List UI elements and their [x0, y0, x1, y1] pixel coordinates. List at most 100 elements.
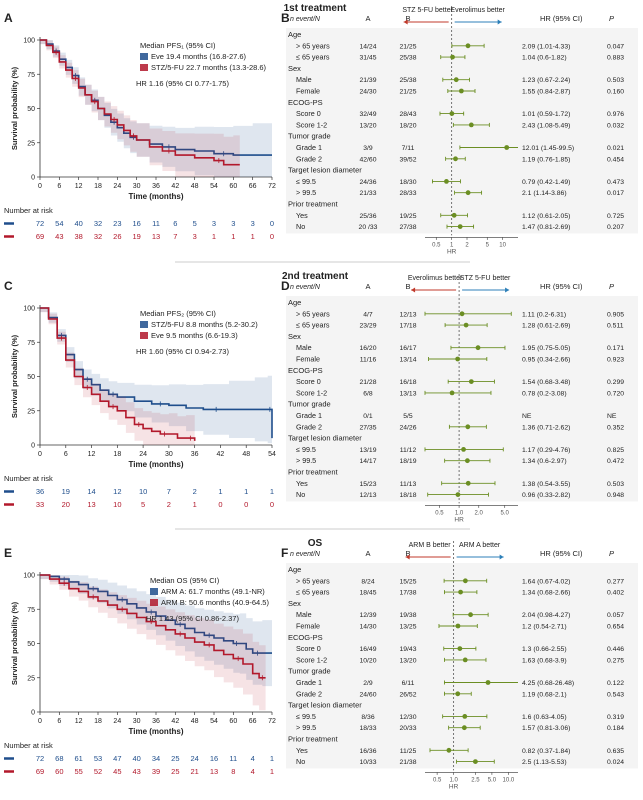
forest-right-favors: Everolimus better	[450, 7, 505, 14]
forest-x-tick-label: 5.0	[501, 510, 510, 516]
km-confidence-band	[40, 308, 272, 445]
forest-point	[463, 322, 469, 328]
forest-point	[468, 122, 474, 128]
forest-events-a: 8/24	[361, 578, 374, 585]
forest-row-label: Male	[296, 610, 312, 619]
km-x-tick-label: 48	[191, 718, 199, 725]
risk-count: 72	[36, 219, 44, 228]
km-x-tick-label: 24	[113, 718, 121, 725]
forest-events-b: 18/19	[399, 458, 416, 465]
forest-header-hr: HR (95% CI)	[540, 282, 583, 291]
forest-header-a: A	[365, 282, 370, 291]
forest-hr-text: 1.34 (0.68-2.66)	[522, 590, 570, 597]
km-legend-swatch	[140, 332, 148, 339]
risk-count: 40	[132, 754, 140, 763]
risk-count: 72	[36, 754, 44, 763]
forest-events-a: 27/35	[359, 424, 376, 431]
km-y-tick-label: 100	[23, 306, 35, 313]
risk-count: 19	[132, 232, 140, 241]
forest-events-a: 15/23	[359, 481, 376, 488]
forest-header-hr: HR (95% CI)	[540, 14, 583, 23]
risk-count: 23	[113, 219, 121, 228]
forest-p-value: 0.446	[607, 646, 624, 653]
forest-point	[453, 77, 459, 83]
forest-p-value: 0.883	[607, 55, 624, 62]
forest-point	[485, 680, 491, 685]
km-x-tick-label: 30	[165, 451, 173, 458]
section-title: 1st treatment	[284, 3, 347, 14]
risk-count: 47	[113, 754, 121, 763]
forest-hr-text: 2.1 (1.14-3.86)	[522, 190, 567, 197]
forest-row-label: > 99.5	[296, 188, 316, 197]
km-y-tick-label: 50	[27, 106, 35, 113]
forest-p-value: 0.299	[607, 379, 624, 386]
forest-p-value: 0.021	[607, 145, 624, 152]
forest-point	[468, 612, 473, 618]
forest-events-a: 24/30	[359, 89, 376, 96]
panel-letter: A	[4, 11, 13, 25]
risk-count: 20	[62, 500, 70, 509]
forest-p-value: 0.976	[607, 111, 624, 118]
forest-row-label: Grade 2	[296, 422, 322, 431]
risk-count: 2	[193, 487, 197, 496]
forest-events-b: 21/25	[399, 89, 416, 96]
forest-header-b: B	[405, 14, 410, 23]
forest-hr-text: NE	[522, 413, 532, 420]
forest-events-a: 18/33	[359, 725, 376, 732]
forest-row-label: > 99.5	[296, 456, 316, 465]
risk-count: 16	[132, 219, 140, 228]
forest-x-tick-label: 1	[450, 242, 454, 248]
forest-hr-text: 1.19 (0.76-1.85)	[522, 156, 570, 163]
forest-p-value: 0.654	[607, 624, 624, 631]
risk-count: 61	[74, 754, 82, 763]
risk-count: 4	[251, 767, 255, 776]
risk-count: 68	[55, 754, 63, 763]
forest-events-a: 14/24	[359, 43, 376, 50]
risk-count: 38	[74, 232, 82, 241]
risk-count: 36	[36, 487, 44, 496]
forest-group-label: Target lesion diameter	[288, 434, 362, 443]
forest-events-b: 12/13	[399, 311, 416, 318]
km-x-tick-label: 12	[75, 718, 83, 725]
km-x-tick-label: 66	[249, 718, 257, 725]
risk-count: 7	[173, 232, 177, 241]
forest-right-arrowhead	[505, 287, 510, 293]
forest-events-a: 21/39	[359, 77, 376, 84]
km-x-tick-label: 54	[210, 718, 218, 725]
forest-point	[465, 190, 471, 196]
forest-events-b: 16/18	[399, 379, 416, 386]
forest-point	[465, 43, 471, 49]
forest-events-b: 20/33	[399, 725, 416, 732]
risk-count: 69	[36, 232, 44, 241]
forest-point	[473, 759, 478, 764]
forest-group-label: Prior treatment	[288, 468, 339, 477]
forest-hr-text: 1.17 (0.29-4.76)	[522, 447, 570, 454]
km-x-tick-label: 42	[217, 451, 225, 458]
forest-table-background	[286, 296, 638, 502]
forest-header-hr: HR (95% CI)	[540, 549, 583, 558]
forest-header-b: B	[405, 282, 410, 291]
forest-p-value: 0.905	[607, 311, 624, 318]
forest-hr-text: 1.28 (0.61-2.69)	[522, 323, 570, 330]
forest-group-label: ECOG-PS	[288, 98, 323, 107]
forest-events-a: 2/9	[363, 680, 373, 687]
forest-point	[504, 145, 510, 150]
forest-p-value: 0.017	[607, 190, 624, 197]
forest-point	[462, 578, 468, 584]
km-x-tick-label: 6	[57, 718, 61, 725]
forest-row-label: Score 0	[296, 377, 321, 386]
km-legend-entry: ARM B: 50.6 months (40.9-64.5)	[161, 598, 269, 607]
forest-point	[462, 657, 468, 663]
risk-count: 1	[270, 487, 274, 496]
risk-count: 21	[190, 767, 198, 776]
forest-events-a: 4/7	[363, 311, 373, 318]
forest-p-value: 0.923	[607, 357, 624, 364]
km-x-tick-label: 48	[242, 451, 250, 458]
forest-header-b: B	[405, 549, 410, 558]
risk-count: 1	[251, 232, 255, 241]
risk-count: 24	[190, 754, 198, 763]
km-confidence-band	[40, 40, 272, 177]
forest-p-value: 0.503	[607, 481, 624, 488]
panel-letter: F	[281, 546, 288, 560]
km-x-tick-label: 72	[268, 718, 276, 725]
